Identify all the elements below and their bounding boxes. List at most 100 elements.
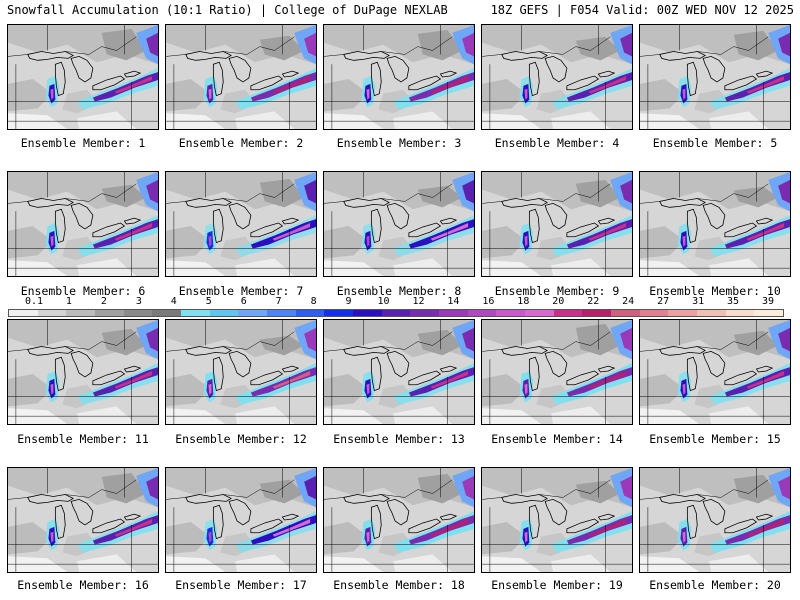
colorbar-tick-label: 2	[100, 296, 107, 307]
ensemble-member-label: Ensemble Member: 9	[494, 284, 620, 298]
snowfall-map	[482, 25, 632, 129]
colorbar-tick-label: 9	[345, 296, 352, 307]
colorbar-swatch	[9, 310, 38, 316]
ensemble-map-panel	[165, 319, 317, 425]
ensemble-member-label: Ensemble Member: 2	[178, 136, 304, 150]
ensemble-map-panel	[7, 24, 159, 130]
ensemble-member-label: Ensemble Member: 14	[491, 432, 623, 446]
ensemble-map-panel	[7, 319, 159, 425]
ensemble-member-label: Ensemble Member: 13	[333, 432, 465, 446]
colorbar-tick-label: 3	[135, 296, 142, 307]
ensemble-map-panel	[639, 171, 791, 277]
colorbar-tick-label: 6	[240, 296, 247, 307]
ensemble-map-panel	[323, 171, 475, 277]
snowfall-map	[324, 172, 474, 276]
colorbar-tick-label: 1	[65, 296, 72, 307]
colorbar-tick-label: 24	[622, 296, 635, 307]
colorbar-tick-label: 35	[727, 296, 740, 307]
colorbar-tick-label: 14	[447, 296, 460, 307]
colorbar-tick-label: 18	[517, 296, 530, 307]
ensemble-member-label: Ensemble Member: 16	[17, 578, 149, 592]
colorbar-tick-label: 27	[657, 296, 670, 307]
ensemble-map-panel	[165, 171, 317, 277]
ensemble-map-panel	[165, 467, 317, 573]
ensemble-member-label: Ensemble Member: 10	[649, 284, 781, 298]
ensemble-member-label: Ensemble Member: 17	[175, 578, 307, 592]
snowfall-map	[482, 468, 632, 572]
ensemble-map-panel	[165, 24, 317, 130]
snowfall-map	[166, 320, 316, 424]
colorbar	[8, 309, 784, 317]
ensemble-member-label: Ensemble Member: 4	[494, 136, 620, 150]
snowfall-map	[324, 468, 474, 572]
colorbar-swatch	[553, 310, 583, 316]
colorbar-tick-label: 16	[482, 296, 495, 307]
colorbar-swatch	[152, 310, 182, 316]
colorbar-swatch	[95, 310, 124, 316]
ensemble-map-panel	[639, 319, 791, 425]
ensemble-member-label: Ensemble Member: 8	[336, 284, 462, 298]
ensemble-map-panel	[323, 319, 475, 425]
colorbar-swatch	[697, 310, 726, 316]
colorbar-tick-label: 12	[412, 296, 425, 307]
ensemble-member-label: Ensemble Member: 7	[178, 284, 304, 298]
ensemble-member-label: Ensemble Member: 3	[336, 136, 462, 150]
ensemble-member-label: Ensemble Member: 12	[175, 432, 307, 446]
colorbar-swatch	[123, 310, 153, 316]
ensemble-member-label: Ensemble Member: 15	[649, 432, 781, 446]
ensemble-map-panel	[639, 24, 791, 130]
ensemble-map-panel	[7, 467, 159, 573]
snowfall-map	[166, 25, 316, 129]
colorbar-swatch	[525, 310, 554, 316]
snowfall-map	[8, 320, 158, 424]
snowfall-map	[482, 320, 632, 424]
snowfall-map	[166, 172, 316, 276]
snowfall-map	[8, 172, 158, 276]
snowfall-map	[324, 25, 474, 129]
colorbar-swatch	[639, 310, 669, 316]
colorbar-tick-label: 31	[692, 296, 705, 307]
colorbar-swatch	[410, 310, 440, 316]
colorbar-swatch	[725, 310, 755, 316]
ensemble-map-panel	[323, 467, 475, 573]
colorbar-tick-label: 4	[170, 296, 177, 307]
colorbar-tick-label: 7	[275, 296, 282, 307]
colorbar-swatch	[324, 310, 354, 316]
colorbar-swatch	[238, 310, 268, 316]
ensemble-member-label: Ensemble Member: 1	[20, 136, 146, 150]
colorbar-tick-label: 0.1	[24, 296, 44, 307]
ensemble-member-label: Ensemble Member: 6	[20, 284, 146, 298]
model-run-info: 18Z GEFS | F054 Valid: 00Z WED NOV 12 20…	[490, 3, 794, 17]
colorbar-swatch	[496, 310, 526, 316]
colorbar-tick-label: 20	[552, 296, 565, 307]
ensemble-map-panel	[7, 171, 159, 277]
colorbar-swatch	[381, 310, 411, 316]
colorbar-swatch	[209, 310, 239, 316]
ensemble-member-label: Ensemble Member: 11	[17, 432, 149, 446]
colorbar-swatch	[754, 310, 784, 316]
colorbar-tick-label: 5	[205, 296, 212, 307]
ensemble-member-label: Ensemble Member: 5	[652, 136, 778, 150]
ensemble-map-panel	[481, 171, 633, 277]
colorbar-tick-label: 39	[761, 296, 775, 307]
colorbar-swatch	[267, 310, 296, 316]
ensemble-map-panel	[481, 467, 633, 573]
map-title: Snowfall Accumulation (10:1 Ratio) | Col…	[7, 3, 448, 17]
colorbar-tick-label: 22	[587, 296, 600, 307]
colorbar-tick-label: 8	[310, 296, 317, 307]
snowfall-map	[8, 468, 158, 572]
colorbar-labels: 0.1 1 2 3 4 5 6 7 8 9 10 12 14 16 18 20 22 24 27 31 35 39	[8, 296, 784, 308]
ensemble-map-panel	[481, 319, 633, 425]
colorbar-swatch	[295, 310, 325, 316]
ensemble-map-panel	[481, 24, 633, 130]
colorbar-tick-label: 10	[377, 296, 390, 307]
snowfall-map	[324, 320, 474, 424]
snowfall-map	[8, 25, 158, 129]
snowfall-map	[640, 468, 790, 572]
ensemble-member-label: Ensemble Member: 19	[491, 578, 623, 592]
colorbar-swatch	[37, 310, 67, 316]
snowfall-map	[640, 25, 790, 129]
colorbar-swatch	[66, 310, 96, 316]
snowfall-map	[640, 320, 790, 424]
ensemble-map-panel	[323, 24, 475, 130]
